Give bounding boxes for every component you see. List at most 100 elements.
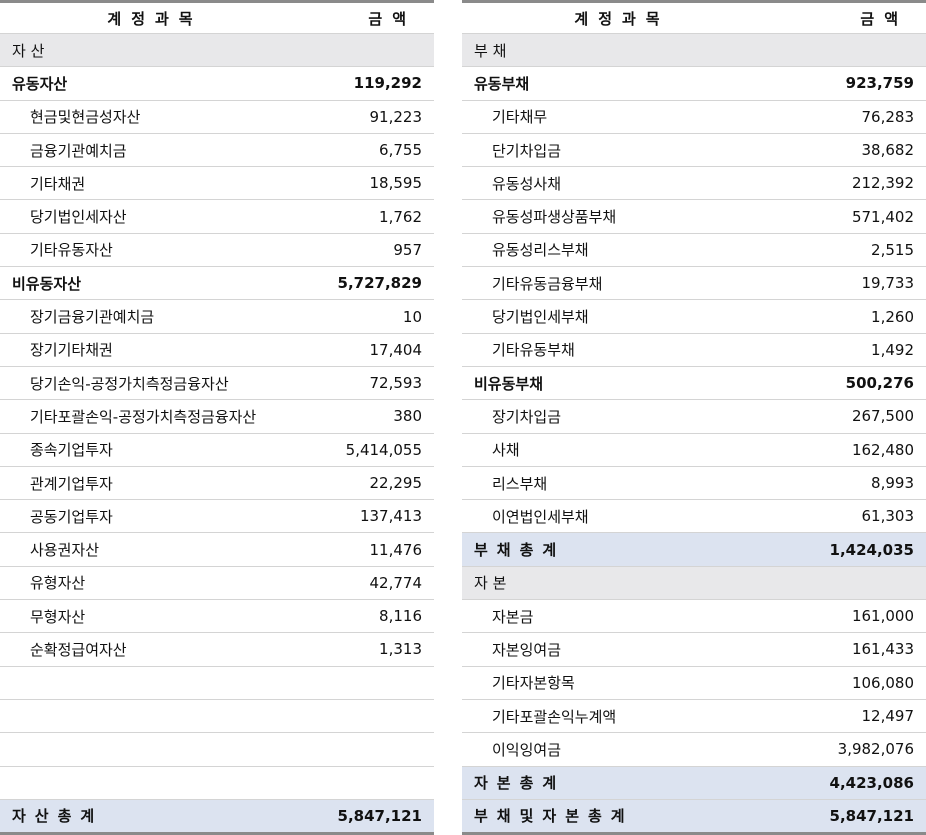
account-name: 장기차입금 <box>462 399 782 434</box>
account-name: 기타채무 <box>462 100 782 134</box>
amount: 3,982,076 <box>782 732 926 767</box>
section-row: 자 산 <box>0 33 434 68</box>
account-name: 유동성리스부채 <box>462 233 782 268</box>
amount: 106,080 <box>782 666 926 700</box>
amount <box>310 33 434 68</box>
amount: 18,595 <box>310 166 434 201</box>
account-name: 부 채 <box>462 33 782 68</box>
table-row: 이연법인세부채 61,303 <box>462 499 926 534</box>
account-name: 기타자본항목 <box>462 666 782 700</box>
table-row: 종속기업투자 5,414,055 <box>0 433 434 467</box>
header-row: 계정과목 금액 <box>462 0 926 34</box>
amount: 1,313 <box>310 632 434 667</box>
account-name: 부채총계 <box>462 532 782 567</box>
total-row: 자본총계 4,423,086 <box>462 766 926 800</box>
section-row: 자 본 <box>462 566 926 601</box>
amount: 2,515 <box>782 233 926 268</box>
amount: 1,260 <box>782 299 926 334</box>
amount: 19,733 <box>782 266 926 301</box>
account-name: 사채 <box>462 433 782 467</box>
account-name: 종속기업투자 <box>0 433 310 467</box>
account-name: 기타유동금융부채 <box>462 266 782 301</box>
table-row: 관계기업투자 22,295 <box>0 466 434 501</box>
table-row: 유동성사채 212,392 <box>462 166 926 201</box>
table-row: 기타유동금융부채 19,733 <box>462 266 926 301</box>
table-row: 기타포괄손익누계액 12,497 <box>462 699 926 734</box>
table-row: 사채 162,480 <box>462 433 926 467</box>
account-header: 계정과목 <box>462 0 782 34</box>
account-name: 당기법인세자산 <box>0 199 310 234</box>
table-row: 기타유동자산 957 <box>0 233 434 268</box>
group-row: 유동자산 119,292 <box>0 66 434 101</box>
account-name: 금융기관예치금 <box>0 133 310 168</box>
total-row: 부채총계 1,424,035 <box>462 532 926 567</box>
amount: 10 <box>310 299 434 334</box>
account-name: 장기기타채권 <box>0 333 310 367</box>
account-name: 이익잉여금 <box>462 732 782 767</box>
header-row: 계정과목 금액 <box>0 0 434 34</box>
table-row: 기타자본항목 106,080 <box>462 666 926 700</box>
account-name: 이연법인세부채 <box>462 499 782 534</box>
total-row: 자산총계 5,847,121 <box>0 799 434 835</box>
account-name: 당기법인세부채 <box>462 299 782 334</box>
account-name: 자본금 <box>462 599 782 634</box>
blank-row <box>0 699 434 734</box>
blank-row <box>0 766 434 800</box>
account-name: 자산총계 <box>0 799 310 835</box>
amount: 17,404 <box>310 333 434 367</box>
amount <box>782 566 926 601</box>
account-name: 기타유동자산 <box>0 233 310 268</box>
account-name: 유형자산 <box>0 566 310 601</box>
table-row: 장기차입금 267,500 <box>462 399 926 434</box>
table-row: 기타채무 76,283 <box>462 100 926 134</box>
amount: 22,295 <box>310 466 434 501</box>
account-name: 사용권자산 <box>0 532 310 567</box>
group-row: 유동부채 923,759 <box>462 66 926 101</box>
table-row: 단기차입금 38,682 <box>462 133 926 168</box>
table-row: 당기법인세자산 1,762 <box>0 199 434 234</box>
account-name: 기타포괄손익누계액 <box>462 699 782 734</box>
table-row: 사용권자산 11,476 <box>0 532 434 567</box>
account-name: 당기손익-공정가치측정금융자산 <box>0 366 310 401</box>
account-name: 유동성사채 <box>462 166 782 201</box>
section-row: 부 채 <box>462 33 926 68</box>
amount: 957 <box>310 233 434 268</box>
account-name: 관계기업투자 <box>0 466 310 501</box>
table-row: 기타유동부채 1,492 <box>462 333 926 367</box>
account-name: 순확정급여자산 <box>0 632 310 667</box>
table-row: 자본잉여금 161,433 <box>462 632 926 667</box>
account-name: 기타유동부채 <box>462 333 782 367</box>
table-row: 유동성파생상품부채 571,402 <box>462 199 926 234</box>
account-header: 계정과목 <box>0 0 310 34</box>
amount: 91,223 <box>310 100 434 134</box>
amount: 8,116 <box>310 599 434 634</box>
amount: 267,500 <box>782 399 926 434</box>
amount <box>310 766 434 800</box>
table-row: 리스부채 8,993 <box>462 466 926 501</box>
table-row: 현금및현금성자산 91,223 <box>0 100 434 134</box>
amount: 119,292 <box>310 66 434 101</box>
blank-row <box>0 666 434 700</box>
amount-header: 금액 <box>310 0 434 34</box>
amount: 161,000 <box>782 599 926 634</box>
account-name: 현금및현금성자산 <box>0 100 310 134</box>
account-name: 유동성파생상품부채 <box>462 199 782 234</box>
account-name: 공동기업투자 <box>0 499 310 534</box>
amount: 5,414,055 <box>310 433 434 467</box>
account-name <box>0 766 310 800</box>
table-row: 무형자산 8,116 <box>0 599 434 634</box>
group-row: 비유동자산 5,727,829 <box>0 266 434 301</box>
table-row: 당기손익-공정가치측정금융자산 72,593 <box>0 366 434 401</box>
amount: 571,402 <box>782 199 926 234</box>
account-name: 리스부채 <box>462 466 782 501</box>
total-row: 부채및자본총계 5,847,121 <box>462 799 926 835</box>
blank-row <box>0 732 434 767</box>
account-name: 유동부채 <box>462 66 782 101</box>
table-row: 공동기업투자 137,413 <box>0 499 434 534</box>
amount: 923,759 <box>782 66 926 101</box>
table-row: 당기법인세부채 1,260 <box>462 299 926 334</box>
account-name: 장기금융기관예치금 <box>0 299 310 334</box>
liabilities-equity-table: 계정과목 금액 부 채 유동부채 923,759 기타채무 76,283 단기차입금 38,… <box>462 0 926 835</box>
amount-header: 금액 <box>782 0 926 34</box>
amount: 8,993 <box>782 466 926 501</box>
